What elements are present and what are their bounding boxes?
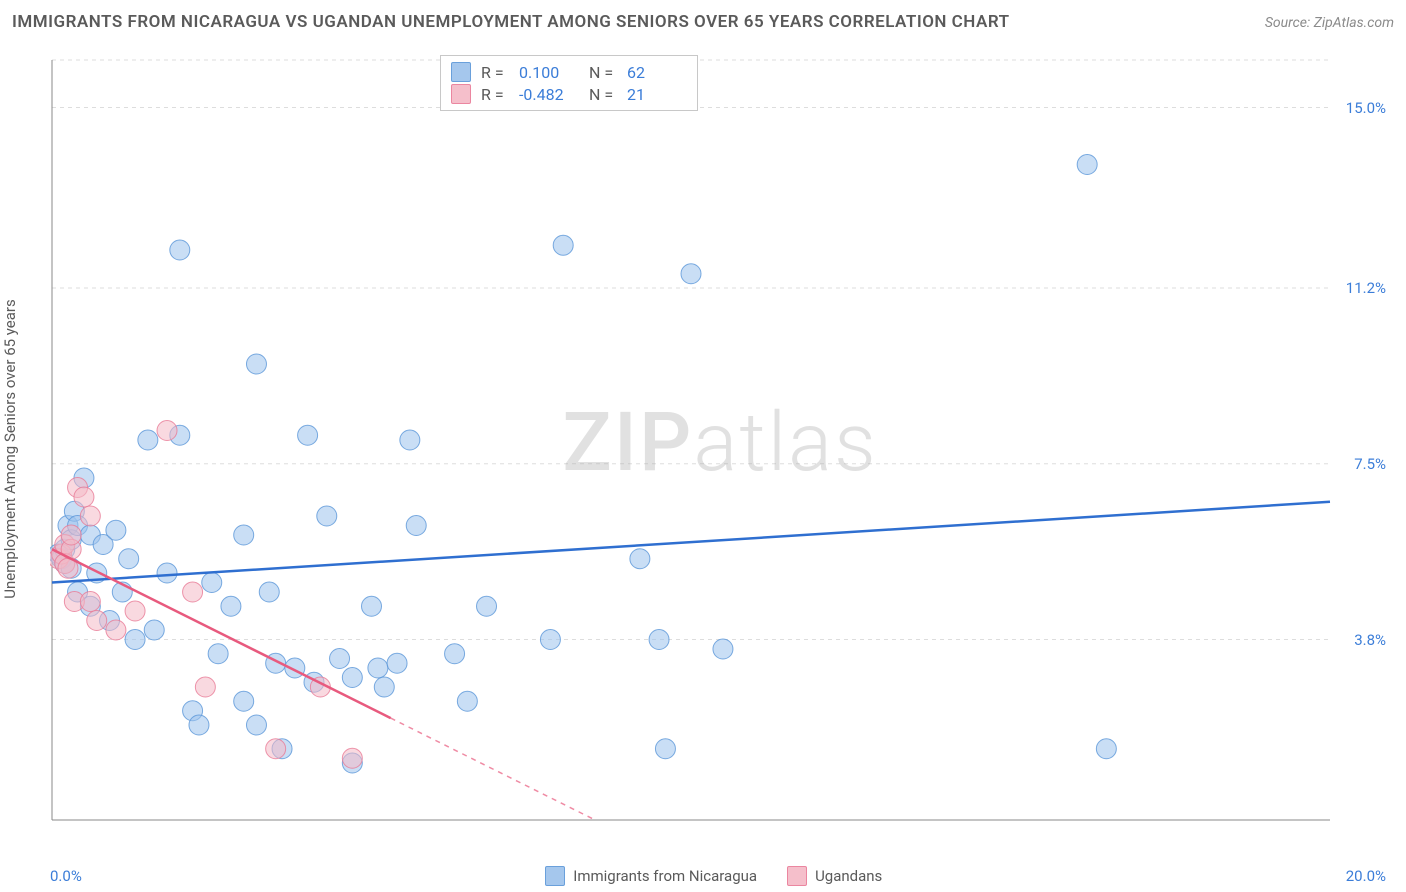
- legend-label-nicaragua: Immigrants from Nicaragua: [573, 867, 757, 885]
- stats-legend: R = 0.100 N = 62 R = -0.482 N = 21: [440, 55, 698, 111]
- source-label: Source: ZipAtlas.com: [1265, 15, 1394, 31]
- x-axis-min-label: 0.0%: [50, 867, 82, 885]
- legend-label-ugandans: Ugandans: [815, 867, 882, 885]
- title-bar: IMMIGRANTS FROM NICARAGUA VS UGANDAN UNE…: [12, 12, 1394, 32]
- r-value-nicaragua: 0.100: [519, 63, 579, 82]
- y-tick-label: 7.5%: [1354, 455, 1386, 473]
- legend-item-nicaragua: Immigrants from Nicaragua: [545, 866, 757, 886]
- legend-item-ugandans: Ugandans: [787, 866, 882, 886]
- swatch-nicaragua: [545, 866, 565, 886]
- n-label: N =: [589, 85, 617, 104]
- y-tick-label: 11.2%: [1346, 279, 1386, 297]
- y-tick-label: 15.0%: [1346, 99, 1386, 117]
- r-value-ugandans: -0.482: [519, 85, 579, 104]
- chart-title: IMMIGRANTS FROM NICARAGUA VS UGANDAN UNE…: [12, 12, 1010, 32]
- r-label: R =: [481, 63, 509, 82]
- swatch-nicaragua: [451, 62, 471, 82]
- swatch-ugandans: [787, 866, 807, 886]
- r-label: R =: [481, 85, 509, 104]
- stats-row-nicaragua: R = 0.100 N = 62: [451, 62, 687, 82]
- stats-row-ugandans: R = -0.482 N = 21: [451, 84, 687, 104]
- y-tick-label: 3.8%: [1354, 631, 1386, 649]
- y-axis-label: Unemployment Among Seniors over 65 years: [1, 299, 19, 598]
- n-value-ugandans: 21: [627, 85, 687, 104]
- scatter-chart-svg: [50, 55, 1390, 830]
- x-axis-max-label: 20.0%: [1346, 867, 1386, 885]
- swatch-ugandans: [451, 84, 471, 104]
- plot-area: ZIPatlas 3.8%7.5%11.2%15.0%: [50, 55, 1390, 830]
- series-legend-row: Immigrants from Nicaragua Ugandans: [545, 866, 882, 886]
- n-value-nicaragua: 62: [627, 63, 687, 82]
- n-label: N =: [589, 63, 617, 82]
- bottom-legend: 0.0% Immigrants from Nicaragua Ugandans …: [50, 866, 1386, 886]
